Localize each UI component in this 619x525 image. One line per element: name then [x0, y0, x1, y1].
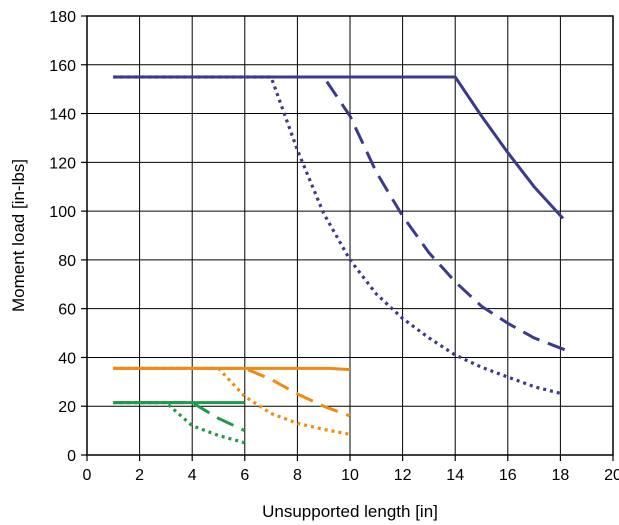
grid-lines: [86, 15, 614, 456]
x-tick-label: 2: [135, 467, 144, 484]
y-tick-label: 60: [58, 302, 76, 319]
x-tick-label: 10: [341, 467, 359, 484]
series-line-1: [113, 75, 567, 352]
x-tick-label: 6: [240, 467, 249, 484]
x-tick-label: 0: [83, 467, 92, 484]
x-tick-label: 4: [188, 467, 197, 484]
y-tick-label: 40: [58, 350, 76, 367]
y-tick-label: 140: [49, 107, 76, 124]
tick-labels: 0 2 4 6 8 10 12 14 16 18 20 0 20 40 60 80 100 120 140 160 18…: [49, 9, 619, 484]
series-line-2: [113, 75, 564, 396]
x-tick-label: 16: [499, 467, 517, 484]
y-tick-label: 100: [49, 204, 76, 221]
x-axis-title: Unsupported length [in]: [262, 502, 438, 521]
series-line-0: [113, 75, 565, 220]
series-line-7: [113, 401, 246, 432]
x-tick-label: 14: [446, 467, 464, 484]
series-lines: [113, 75, 567, 445]
x-tick-label: 8: [293, 467, 302, 484]
y-tick-label: 120: [49, 155, 76, 172]
y-tick-label: 0: [67, 448, 76, 465]
y-tick-label: 80: [58, 253, 76, 270]
series-line-5: [113, 366, 351, 436]
x-tick-label: 12: [394, 467, 412, 484]
y-tick-label: 20: [58, 399, 76, 416]
y-tick-label: 180: [49, 9, 76, 26]
series-line-8: [113, 401, 246, 445]
series-line-4: [113, 366, 351, 418]
x-tick-label: 20: [604, 467, 619, 484]
axes: [81, 15, 614, 461]
x-tick-label: 18: [552, 467, 570, 484]
y-axis-title: Moment load [in-lbs]: [9, 159, 28, 312]
y-tick-label: 160: [49, 58, 76, 75]
